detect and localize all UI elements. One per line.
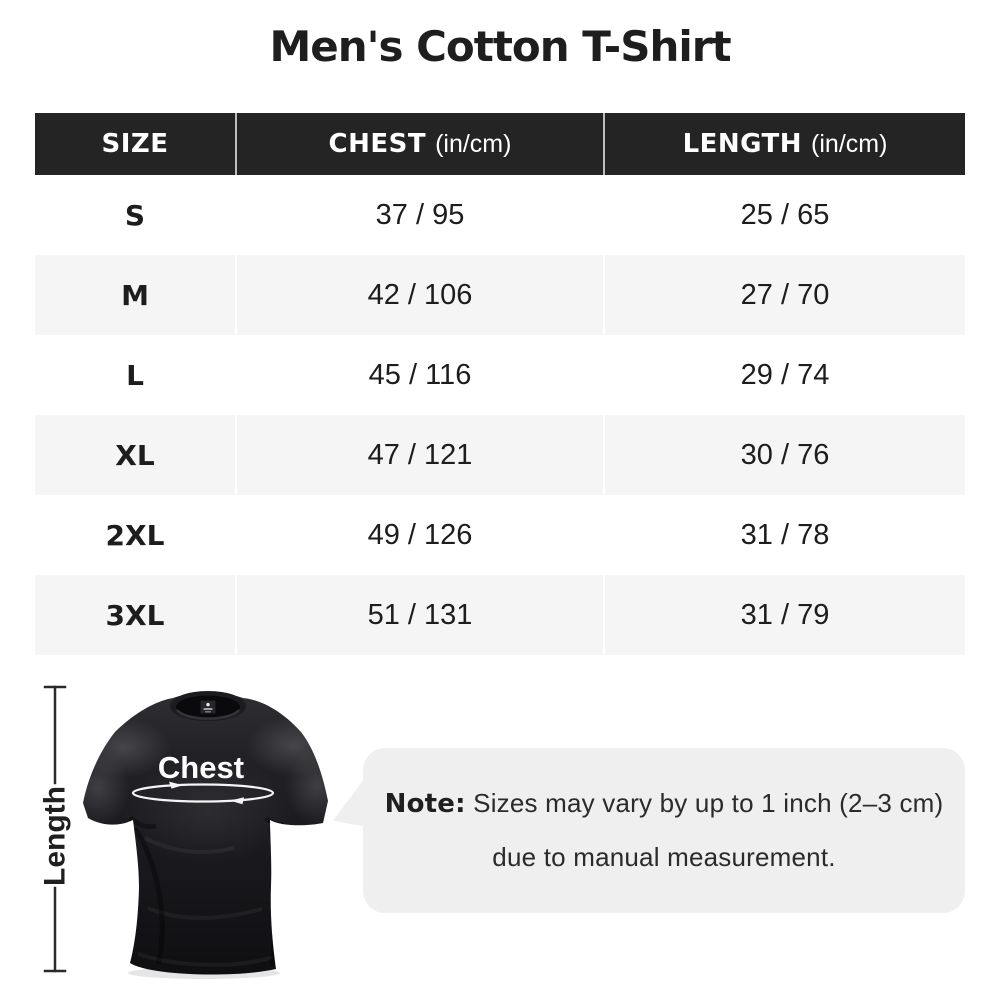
chest-measure-ellipse bbox=[131, 783, 275, 803]
note-text-1: Sizes may vary by up to 1 inch (2–3 cm) bbox=[473, 788, 944, 818]
column-header-chest: CHEST (in/cm) bbox=[237, 113, 603, 175]
size-cell: 3XL bbox=[35, 575, 235, 655]
neck-label bbox=[200, 700, 216, 714]
column-header-size: SIZE bbox=[35, 113, 235, 175]
note-bubble: Note: Sizes may vary by up to 1 inch (2–… bbox=[363, 748, 965, 913]
chest-cell: 51 / 131 bbox=[237, 575, 603, 655]
chest-cell: 45 / 116 bbox=[237, 335, 603, 415]
table-row: L 45 / 116 29 / 74 bbox=[35, 335, 965, 415]
page-title: Men's Cotton T-Shirt bbox=[269, 22, 731, 71]
length-label: Length bbox=[39, 786, 72, 886]
column-unit: (in/cm) bbox=[811, 129, 888, 158]
column-header-length: LENGTH (in/cm) bbox=[605, 113, 965, 175]
table-row: 3XL 51 / 131 31 / 79 bbox=[35, 575, 965, 655]
chest-cell: 49 / 126 bbox=[237, 495, 603, 575]
column-label: CHEST bbox=[328, 129, 427, 159]
note-line-1: Note: Sizes may vary by up to 1 inch (2–… bbox=[385, 788, 944, 819]
column-label: SIZE bbox=[101, 129, 169, 159]
length-cell: 31 / 79 bbox=[605, 575, 965, 655]
table-row: M 42 / 106 27 / 70 bbox=[35, 255, 965, 335]
size-table-header-row: SIZE CHEST (in/cm) LENGTH (in/cm) bbox=[35, 113, 965, 175]
length-cell: 31 / 78 bbox=[605, 495, 965, 575]
chest-arrow-left-icon bbox=[230, 797, 244, 805]
length-cell: 30 / 76 bbox=[605, 415, 965, 495]
size-cell: L bbox=[35, 335, 235, 415]
chest-cell: 47 / 121 bbox=[237, 415, 603, 495]
tshirt-measurement-diagram: Length bbox=[39, 685, 328, 979]
size-cell: XL bbox=[35, 415, 235, 495]
chest-measure: Chest bbox=[131, 750, 275, 805]
size-table: SIZE CHEST (in/cm) LENGTH (in/cm) S 37 /… bbox=[35, 113, 965, 655]
size-cell: 2XL bbox=[35, 495, 235, 575]
chest-label: Chest bbox=[158, 750, 244, 785]
table-row: XL 47 / 121 30 / 76 bbox=[35, 415, 965, 495]
note-label: Note: bbox=[384, 789, 466, 819]
table-row: 2XL 49 / 126 31 / 78 bbox=[35, 495, 965, 575]
column-label: LENGTH bbox=[682, 129, 803, 159]
length-cell: 25 / 65 bbox=[605, 175, 965, 255]
tshirt-illustration bbox=[83, 691, 328, 975]
chest-cell: 42 / 106 bbox=[237, 255, 603, 335]
length-dimension-line bbox=[43, 685, 67, 973]
collar-ribbing bbox=[175, 709, 241, 720]
note-text-2: due to manual measurement. bbox=[492, 842, 836, 872]
length-cell: 27 / 70 bbox=[605, 255, 965, 335]
chest-cell: 37 / 95 bbox=[237, 175, 603, 255]
chest-arrow-right-icon bbox=[169, 781, 183, 789]
size-cell: M bbox=[35, 255, 235, 335]
note-line-2: due to manual measurement. bbox=[492, 842, 835, 873]
size-cell: S bbox=[35, 175, 235, 255]
table-row: S 37 / 95 25 / 65 bbox=[35, 175, 965, 255]
length-cell: 29 / 74 bbox=[605, 335, 965, 415]
column-unit: (in/cm) bbox=[435, 129, 512, 158]
